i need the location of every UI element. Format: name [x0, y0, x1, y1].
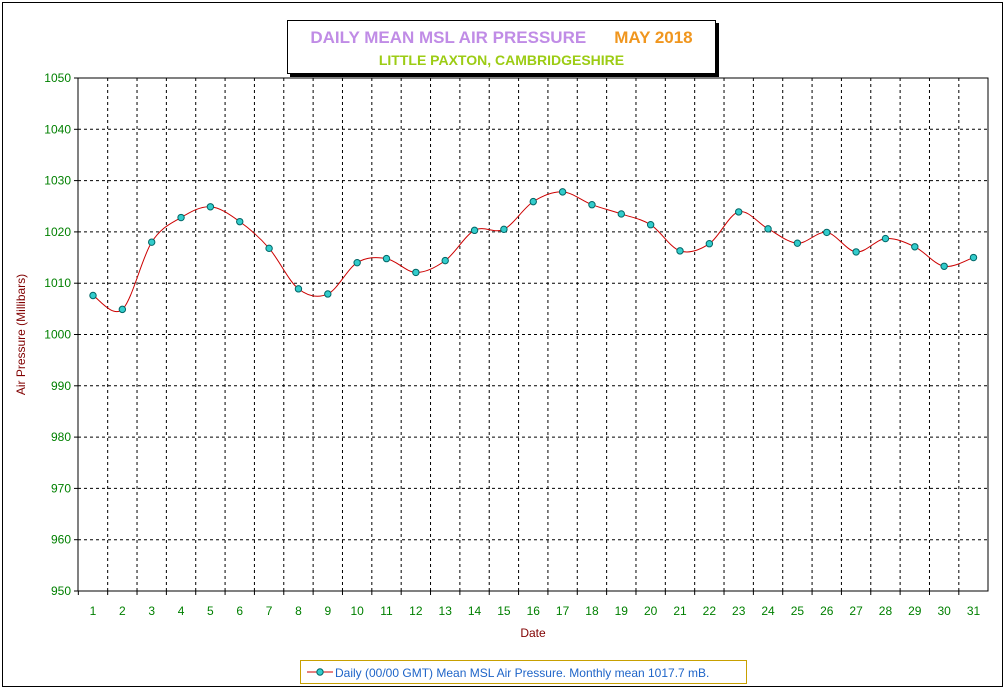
grid-lines [74, 77, 988, 595]
y-tick-label: 1020 [44, 225, 71, 239]
y-tick-label: 1040 [44, 122, 71, 136]
data-point [177, 213, 185, 222]
data-point [265, 244, 273, 253]
x-axis-title: Date [520, 626, 546, 640]
x-tick-label: 9 [324, 604, 331, 618]
chart-title: DAILY MEAN MSL AIR PRESSURE [310, 28, 587, 47]
y-tick-label: 1000 [44, 328, 71, 342]
plot-area [77, 77, 989, 592]
data-point [148, 238, 156, 246]
x-tick-label: 13 [439, 604, 453, 618]
x-tick-label: 3 [148, 604, 155, 618]
x-tick-label: 25 [791, 604, 805, 618]
y-tick-label: 1010 [44, 276, 71, 290]
x-tick-label: 23 [732, 604, 746, 618]
x-tick-label: 29 [908, 604, 922, 618]
x-tick-label: 21 [673, 604, 687, 618]
title-line: DAILY MEAN MSL AIR PRESSURE MAY 2018 [288, 28, 715, 48]
x-tick-label: 27 [849, 604, 863, 618]
data-point [236, 217, 244, 226]
x-tick-label: 5 [207, 604, 214, 618]
x-tick-label: 24 [761, 604, 775, 618]
x-tick-label: 7 [266, 604, 273, 618]
data-point [881, 234, 890, 243]
data-point [558, 188, 567, 196]
data-point [793, 239, 802, 247]
y-tick-label: 1030 [44, 174, 71, 188]
x-tick-label: 2 [119, 604, 126, 618]
data-point [764, 225, 772, 233]
data-point [588, 201, 596, 209]
data-point [470, 226, 479, 235]
data-point [969, 253, 978, 262]
x-tick-label: 11 [380, 604, 393, 618]
data-point [412, 268, 420, 277]
data-point [89, 291, 97, 300]
x-tick-label: 1 [90, 604, 97, 618]
x-tick-label: 31 [967, 604, 981, 618]
x-tick-label: 28 [879, 604, 893, 618]
data-point [353, 258, 361, 267]
data-point [852, 248, 860, 256]
legend-label: Daily (00/00 GMT) Mean MSL Air Pressure.… [335, 666, 710, 680]
data-point [823, 228, 831, 237]
y-tick-label: 990 [51, 379, 71, 393]
legend-swatch [307, 668, 333, 676]
data-point [529, 197, 537, 206]
data-point [382, 254, 391, 263]
y-tick-label: 1050 [44, 71, 71, 85]
legend: Daily (00/00 GMT) Mean MSL Air Pressure.… [300, 660, 747, 684]
y-tick-label: 950 [51, 584, 71, 598]
data-point [911, 243, 919, 251]
x-tick-label: 17 [556, 604, 570, 618]
y-tick-label: 970 [51, 481, 71, 495]
x-tick-label: 14 [468, 604, 482, 618]
x-tick-label: 4 [178, 604, 185, 618]
data-point [206, 203, 215, 211]
data-point [324, 290, 332, 298]
x-tick-label: 6 [236, 604, 243, 618]
data-point [294, 285, 303, 293]
x-tick-label: 18 [585, 604, 599, 618]
chart-title-month: MAY 2018 [614, 28, 693, 47]
data-point [705, 239, 714, 248]
title-box: DAILY MEAN MSL AIR PRESSURE MAY 2018 LITT… [287, 20, 716, 74]
y-tick-labels: 950 960 970 980 990 1000 1010 1020 1030 1040 1050 [44, 71, 71, 598]
data-point [940, 262, 948, 270]
series-line [92, 191, 974, 312]
data-points [89, 188, 978, 314]
x-tick-label: 8 [295, 604, 302, 618]
chart-subtitle: LITTLE PAXTON, CAMBRIDGESHIRE [378, 52, 625, 68]
y-tick-label: 980 [51, 430, 71, 444]
x-tick-label: 16 [527, 604, 541, 618]
x-tick-label: 15 [497, 604, 511, 618]
x-tick-label: 30 [937, 604, 951, 618]
x-tick-label: 12 [409, 604, 423, 618]
x-tick-label: 26 [820, 604, 834, 618]
x-tick-label: 10 [350, 604, 364, 618]
data-point [500, 225, 508, 234]
data-point [676, 247, 684, 255]
data-point [646, 221, 655, 229]
x-tick-label: 19 [615, 604, 629, 618]
y-tick-label: 960 [51, 533, 71, 547]
x-tick-labels: 1 2 3 4 5 6 7 8 9 10 11 12 13 14 15 16 17 18 19 20 21 22 23 24 2… [90, 604, 981, 618]
x-tick-label: 20 [644, 604, 658, 618]
data-point [617, 210, 625, 218]
x-tick-label: 22 [703, 604, 717, 618]
data-point [735, 208, 743, 216]
y-axis-title: Air Pressure (Millibars) [14, 274, 28, 395]
data-point [118, 305, 127, 314]
data-point [441, 256, 449, 265]
